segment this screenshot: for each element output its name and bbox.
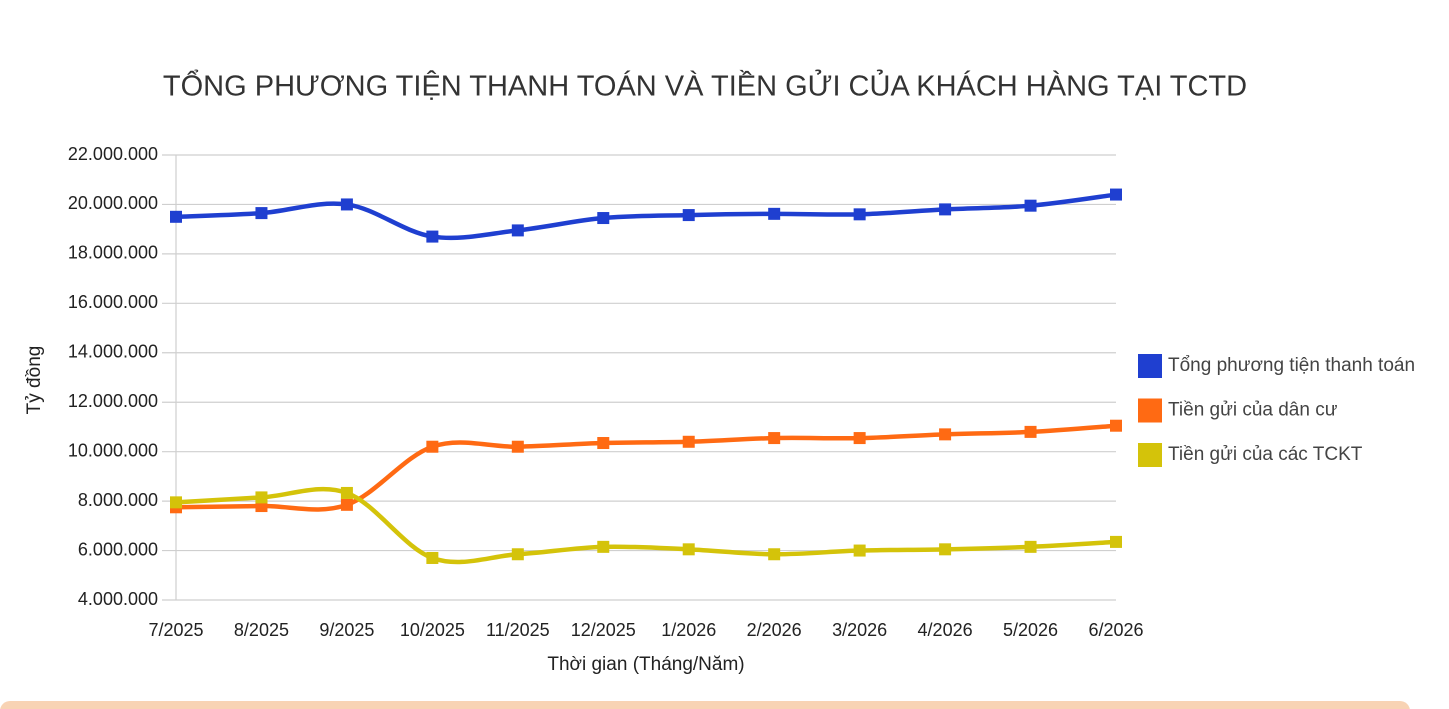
point-marker (511, 224, 524, 237)
x-tick-label: 9/2025 (319, 620, 374, 640)
chart-title: TỔNG PHƯƠNG TIỆN THANH TOÁN VÀ TIỀN GỬI … (163, 69, 1247, 103)
series-line (175, 192, 1117, 241)
y-tick-label: 6.000.000 (78, 539, 158, 559)
x-tick-label: 3/2026 (832, 620, 887, 640)
point-marker (340, 498, 353, 511)
point-marker (682, 209, 695, 222)
point-marker (768, 432, 781, 445)
point-marker (1024, 199, 1037, 212)
x-tick-label: 4/2026 (918, 620, 973, 640)
y-tick-label: 12.000.000 (68, 391, 158, 411)
point-marker (255, 207, 268, 220)
point-marker (426, 440, 439, 453)
point-marker (511, 548, 524, 561)
y-tick-label: 14.000.000 (68, 342, 158, 362)
point-marker (255, 500, 268, 513)
y-tick-label: 22.000.000 (68, 144, 158, 164)
point-marker (1110, 535, 1122, 548)
point-marker (682, 543, 695, 556)
point-marker (255, 491, 268, 504)
point-marker (426, 230, 439, 243)
point-marker (426, 551, 439, 564)
y-tick-label: 10.000.000 (68, 440, 158, 460)
legend-swatch (1138, 443, 1162, 467)
legend-swatch (1138, 398, 1162, 423)
y-tick-label: 16.000.000 (68, 292, 158, 312)
point-marker (853, 544, 866, 557)
point-marker (853, 208, 866, 221)
point-marker (768, 548, 781, 561)
y-tick-label: 20.000.000 (68, 193, 158, 213)
point-marker (340, 486, 353, 499)
point-marker (682, 435, 695, 448)
x-tick-label: 7/2025 (148, 620, 203, 640)
footer-band (0, 701, 1410, 709)
series-line (175, 423, 1117, 512)
point-marker (340, 198, 353, 211)
legend-label: Tiền gửi của dân cư (1168, 400, 1338, 421)
point-marker (1110, 419, 1122, 432)
point-marker (1024, 540, 1037, 553)
point-marker (939, 543, 952, 556)
legend-label: Tiền gửi của các TCKT (1168, 444, 1363, 465)
point-marker (939, 428, 952, 441)
point-marker (597, 437, 610, 450)
point-marker (170, 496, 182, 509)
legend-swatch (1138, 354, 1162, 378)
x-tick-label: 8/2025 (234, 620, 289, 640)
x-tick-label: 12/2025 (571, 620, 636, 640)
point-marker (1110, 188, 1122, 201)
x-tick-label: 5/2026 (1003, 620, 1058, 640)
y-tick-label: 4.000.000 (78, 589, 158, 609)
x-tick-label: 6/2026 (1088, 620, 1143, 640)
point-marker (170, 210, 182, 223)
legend-label: Tổng phương tiện thanh toán (1168, 355, 1415, 376)
x-axis-title: Thời gian (Tháng/Năm) (547, 654, 744, 675)
point-marker (853, 432, 866, 445)
point-marker (1024, 425, 1037, 438)
point-marker (597, 212, 610, 225)
y-axis-title: Tỷ đồng (24, 346, 45, 415)
point-marker (939, 203, 952, 216)
point-marker (597, 540, 610, 553)
point-marker (768, 207, 781, 220)
point-marker (511, 440, 524, 453)
x-tick-label: 10/2025 (400, 620, 465, 640)
y-tick-label: 8.000.000 (78, 490, 158, 510)
x-tick-label: 2/2026 (747, 620, 802, 640)
x-tick-label: 11/2025 (486, 620, 550, 640)
series-line (175, 486, 1117, 565)
x-tick-label: 1/2026 (661, 620, 716, 640)
y-tick-label: 18.000.000 (68, 243, 158, 263)
